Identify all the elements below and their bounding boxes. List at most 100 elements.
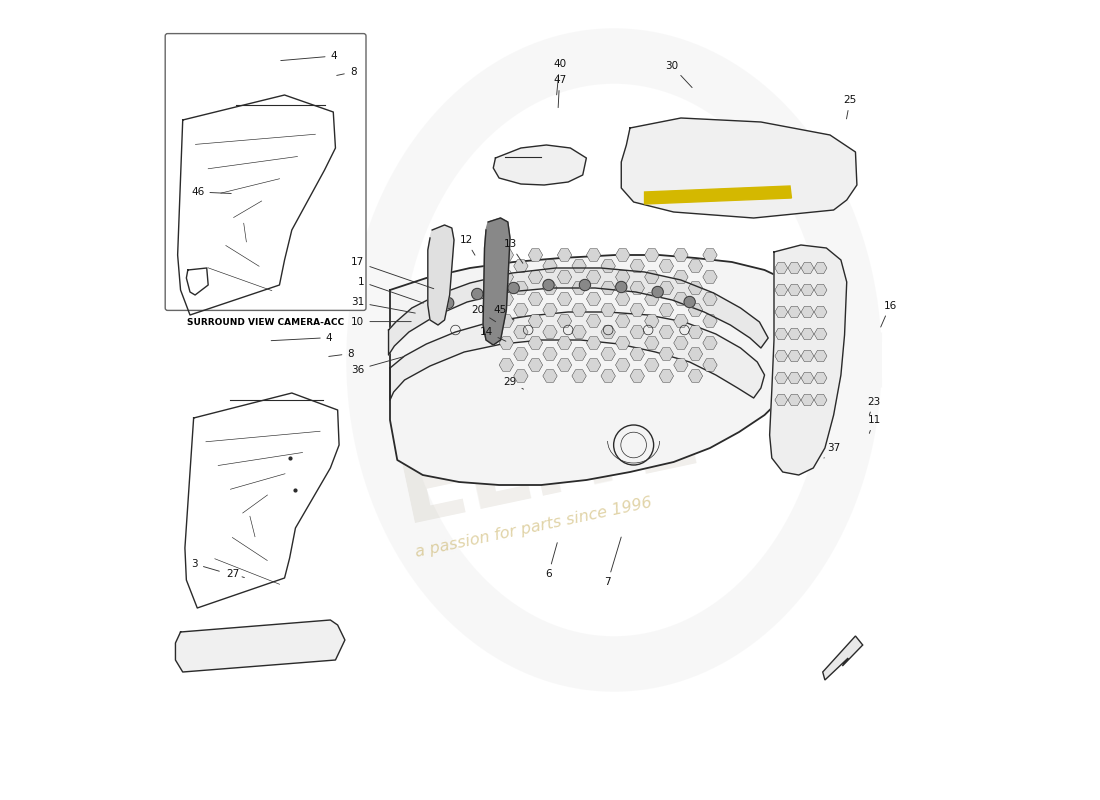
Polygon shape (616, 358, 630, 371)
Polygon shape (659, 260, 673, 272)
Polygon shape (558, 358, 572, 371)
Polygon shape (788, 285, 801, 295)
Polygon shape (499, 249, 514, 262)
Text: 16: 16 (881, 301, 896, 327)
Polygon shape (572, 348, 586, 360)
Polygon shape (801, 306, 814, 318)
Polygon shape (514, 370, 528, 382)
Polygon shape (770, 245, 847, 475)
Polygon shape (390, 255, 813, 485)
Text: 6: 6 (546, 542, 558, 579)
Polygon shape (788, 394, 801, 406)
Polygon shape (542, 260, 558, 272)
Polygon shape (801, 285, 814, 295)
Polygon shape (601, 348, 615, 360)
Polygon shape (388, 268, 768, 355)
Circle shape (442, 298, 454, 309)
Circle shape (508, 282, 519, 294)
Polygon shape (673, 270, 689, 283)
Text: ELITE: ELITE (390, 385, 710, 543)
Text: 3: 3 (191, 559, 219, 571)
Polygon shape (586, 270, 601, 283)
Polygon shape (499, 358, 514, 371)
Polygon shape (528, 337, 542, 350)
Polygon shape (558, 314, 572, 327)
Polygon shape (616, 270, 630, 283)
Text: 45: 45 (494, 306, 514, 320)
Polygon shape (774, 262, 788, 274)
Polygon shape (774, 329, 788, 339)
Polygon shape (616, 249, 630, 262)
Polygon shape (630, 282, 645, 294)
Polygon shape (703, 314, 717, 327)
Polygon shape (630, 304, 645, 316)
Polygon shape (528, 358, 542, 371)
Text: 11: 11 (868, 415, 881, 434)
Polygon shape (493, 145, 586, 185)
Text: 27: 27 (226, 569, 244, 578)
Text: 29: 29 (504, 378, 524, 389)
Polygon shape (621, 118, 857, 218)
Polygon shape (616, 337, 630, 350)
Polygon shape (788, 262, 801, 274)
Polygon shape (586, 358, 601, 371)
Polygon shape (703, 249, 717, 262)
Polygon shape (630, 370, 645, 382)
Polygon shape (572, 304, 586, 316)
Polygon shape (659, 282, 673, 294)
Text: 37: 37 (824, 443, 840, 458)
Polygon shape (645, 293, 659, 306)
Polygon shape (788, 329, 801, 339)
Polygon shape (586, 293, 601, 306)
Text: 31: 31 (351, 298, 416, 313)
Circle shape (580, 279, 591, 290)
Polygon shape (558, 337, 572, 350)
Polygon shape (788, 373, 801, 383)
Polygon shape (542, 326, 558, 338)
Polygon shape (774, 350, 788, 362)
Polygon shape (801, 394, 814, 406)
Circle shape (472, 288, 483, 299)
Polygon shape (572, 370, 586, 382)
Polygon shape (774, 394, 788, 406)
Polygon shape (645, 358, 659, 371)
Polygon shape (514, 348, 528, 360)
Polygon shape (483, 218, 510, 345)
Polygon shape (801, 373, 814, 383)
Polygon shape (645, 249, 659, 262)
Text: 12: 12 (460, 235, 475, 255)
Polygon shape (788, 306, 801, 318)
Polygon shape (659, 370, 673, 382)
Polygon shape (689, 260, 703, 272)
Text: 7: 7 (604, 537, 622, 587)
Polygon shape (689, 348, 703, 360)
Polygon shape (630, 348, 645, 360)
Polygon shape (814, 350, 827, 362)
Polygon shape (630, 326, 645, 338)
Polygon shape (774, 306, 788, 318)
Text: 8: 8 (329, 349, 354, 358)
Polygon shape (673, 337, 689, 350)
Polygon shape (659, 326, 673, 338)
Polygon shape (572, 260, 586, 272)
Polygon shape (801, 329, 814, 339)
Polygon shape (814, 394, 827, 406)
Polygon shape (645, 270, 659, 283)
FancyBboxPatch shape (165, 34, 366, 310)
Polygon shape (499, 314, 514, 327)
Polygon shape (601, 370, 615, 382)
Polygon shape (703, 270, 717, 283)
Text: 36: 36 (351, 357, 404, 374)
Polygon shape (774, 373, 788, 383)
Polygon shape (814, 329, 827, 339)
Polygon shape (703, 337, 717, 350)
Polygon shape (586, 249, 601, 262)
Polygon shape (514, 326, 528, 338)
Polygon shape (601, 260, 615, 272)
Polygon shape (514, 260, 528, 272)
Polygon shape (499, 337, 514, 350)
Polygon shape (601, 304, 615, 316)
Text: 30: 30 (666, 61, 692, 87)
Polygon shape (542, 370, 558, 382)
Polygon shape (630, 260, 645, 272)
